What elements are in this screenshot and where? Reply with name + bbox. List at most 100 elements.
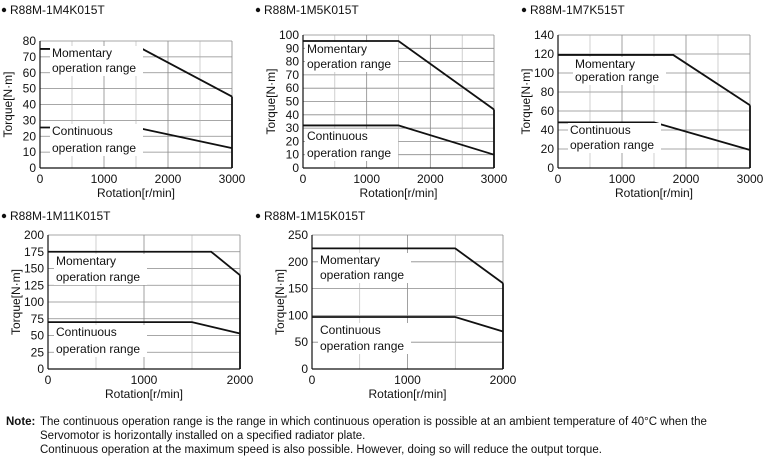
- chart-5-continuous-line: [312, 316, 504, 333]
- chart-5-y-tick-label-3: 150: [288, 282, 308, 296]
- chart-3-y-tick-label-2: 40: [541, 123, 555, 137]
- chart-3-y-tick-label-7: 140: [534, 28, 554, 42]
- chart-2-title: R88M-1M5K015T: [264, 3, 359, 17]
- note-label: Note:: [6, 416, 36, 428]
- chart-2-y-axis-label: Torque[N·m]: [264, 68, 278, 134]
- chart-5-momentary-label-bg: [318, 253, 411, 283]
- chart-2-y-tick-label-1: 10: [286, 148, 300, 162]
- chart-3-continuous-label-line-1: Continuous: [570, 123, 631, 137]
- chart-2-y-tick-label-8: 80: [286, 55, 300, 69]
- chart-4-y-tick-label-8: 200: [24, 228, 44, 242]
- chart-4-momentary-label-line-2: operation range: [56, 270, 140, 284]
- chart-5-continuous-label-bg: [318, 323, 411, 354]
- chart-4-y-tick-label-2: 50: [31, 329, 45, 343]
- chart-5-y-tick-label-2: 100: [288, 308, 308, 322]
- chart-5-x-tick-label-0: 0: [309, 373, 316, 387]
- chart-4-y-tick-label-6: 150: [24, 262, 44, 276]
- note-line-3: Continuous operation at the maximum spee…: [40, 444, 602, 457]
- chart-2-momentary-label-line-2: operation range: [307, 57, 391, 71]
- chart-5-momentary-label-line-1: Momentary: [320, 253, 380, 267]
- chart-5-y-tick-label-1: 50: [295, 335, 309, 349]
- chart-4-momentary-label-bg: [54, 254, 147, 285]
- chart-3-y-tick-label-4: 80: [541, 85, 555, 99]
- chart-3-x-tick-label-3: 3000: [737, 172, 764, 186]
- chart-4-y-axis-label: Torque[N·m]: [9, 269, 23, 335]
- chart-2-continuous-label-line-1: Continuous: [307, 129, 368, 143]
- chart-2-continuous-label-line-2: operation range: [307, 146, 391, 160]
- chart-2-y-tick-label-9: 90: [286, 41, 300, 55]
- chart-4-title-bullet: [1, 213, 7, 219]
- chart-5-y-axis-label: Torque[N·m]: [273, 269, 287, 335]
- chart-4-x-axis-label: Rotation[r/min]: [105, 387, 183, 401]
- chart-5-momentary-label-line-2: operation range: [320, 268, 404, 282]
- chart-2-momentary-label-line-1: Momentary: [307, 42, 367, 56]
- chart-5-x-tick-label-2: 2000: [490, 373, 517, 387]
- chart-5-y-tick-label-5: 250: [288, 228, 308, 242]
- chart-3-y-tick-label-1: 20: [541, 142, 555, 156]
- chart-4-y-tick-label-4: 100: [24, 295, 44, 309]
- chart-2-x-tick-label-3: 3000: [481, 172, 508, 186]
- chart-1-y-tick-label-8: 80: [23, 34, 37, 48]
- chart-5-y-tick-label-0: 0: [301, 362, 308, 376]
- chart-4-y-tick-label-3: 75: [31, 312, 45, 326]
- chart-4-momentary-line: [48, 250, 241, 276]
- chart-4-y-tick-label-0: 0: [37, 362, 44, 376]
- chart-1-y-axis-label: Torque[N·m]: [1, 71, 15, 137]
- chart-1-title: R88M-1M4K015T: [10, 3, 105, 17]
- chart-3-y-tick-label-5: 100: [534, 66, 554, 80]
- chart-1-momentary-label-line-1: Momentary: [52, 46, 112, 60]
- chart-3-continuous-label-bg: [568, 123, 661, 153]
- chart-1-y-tick-label-1: 10: [23, 145, 37, 159]
- chart-1-title-bullet: [1, 7, 7, 13]
- chart-2-y-tick-label-5: 50: [286, 95, 300, 109]
- chart-1-momentary-label-line-2: operation range: [52, 61, 136, 75]
- chart-4-continuous-label-line-1: Continuous: [56, 325, 117, 339]
- chart-1-y-tick-label-0: 0: [29, 161, 36, 175]
- chart-3-x-tick-label-1: 1000: [609, 172, 636, 186]
- chart-2-y-tick-label-4: 40: [286, 108, 300, 122]
- chart-1-continuous-label-line-1: Continuous: [52, 124, 113, 138]
- chart-4-x-tick-label-0: 0: [45, 373, 52, 387]
- chart-4-momentary-label-line-1: Momentary: [56, 254, 116, 268]
- chart-3-momentary-label-line-2: operation range: [575, 70, 659, 84]
- chart-5-momentary-line: [312, 247, 504, 284]
- chart-1-y-tick-label-2: 20: [23, 129, 37, 143]
- chart-2-continuous-label-bg: [305, 129, 398, 161]
- chart-4-continuous-label-line-2: operation range: [56, 342, 140, 356]
- chart-1-y-tick-label-6: 60: [23, 66, 37, 80]
- chart-2-y-tick-label-3: 30: [286, 121, 300, 135]
- chart-2-y-tick-label-0: 0: [292, 161, 299, 175]
- chart-5-x-tick-label-1: 1000: [394, 373, 421, 387]
- chart-2-x-tick-label-0: 0: [300, 172, 307, 186]
- chart-1-y-tick-label-3: 30: [23, 113, 37, 127]
- chart-2-title-bullet: [255, 7, 261, 13]
- note-line-2: Servomotor is horizontally installed on …: [40, 430, 366, 443]
- note: Note: The continuous operation range is …: [6, 415, 758, 458]
- chart-1-momentary-label-bg: [50, 46, 143, 76]
- chart-4-y-tick-label-1: 25: [31, 345, 45, 359]
- chart-4-x-tick-label-1: 1000: [131, 373, 158, 387]
- chart-3-title: R88M-1M7K515T: [530, 3, 625, 17]
- chart-1-x-tick-label-3: 3000: [219, 172, 246, 186]
- chart-1-continuous-label-bg: [50, 124, 143, 156]
- chart-2-x-axis-label: Rotation[r/min]: [359, 186, 437, 200]
- chart-2-y-tick-label-7: 70: [286, 68, 300, 82]
- chart-5-continuous-label-line-1: Continuous: [320, 323, 381, 337]
- chart-3-momentary-label-bg: [573, 57, 666, 85]
- chart-4-y-tick-label-5: 125: [24, 278, 44, 292]
- chart-3-x-axis-label: Rotation[r/min]: [615, 186, 693, 200]
- chart-3-y-tick-label-6: 120: [534, 47, 554, 61]
- chart-2-x-tick-label-1: 1000: [353, 172, 380, 186]
- chart-1-y-tick-label-7: 70: [23, 50, 37, 64]
- chart-2-momentary-line: [303, 40, 495, 111]
- chart-5-title-bullet: [255, 213, 261, 219]
- chart-4-x-tick-label-2: 2000: [227, 373, 254, 387]
- chart-2-momentary-label-bg: [305, 42, 398, 72]
- chart-2-y-tick-label-10: 100: [279, 28, 299, 42]
- chart-1-x-axis-label: Rotation[r/min]: [97, 186, 175, 200]
- chart-4-continuous-label-bg: [54, 325, 147, 357]
- chart-2-x-tick-label-2: 2000: [417, 172, 444, 186]
- chart-4-y-tick-label-7: 175: [24, 245, 44, 259]
- chart-4-title: R88M-1M11K015T: [10, 209, 111, 223]
